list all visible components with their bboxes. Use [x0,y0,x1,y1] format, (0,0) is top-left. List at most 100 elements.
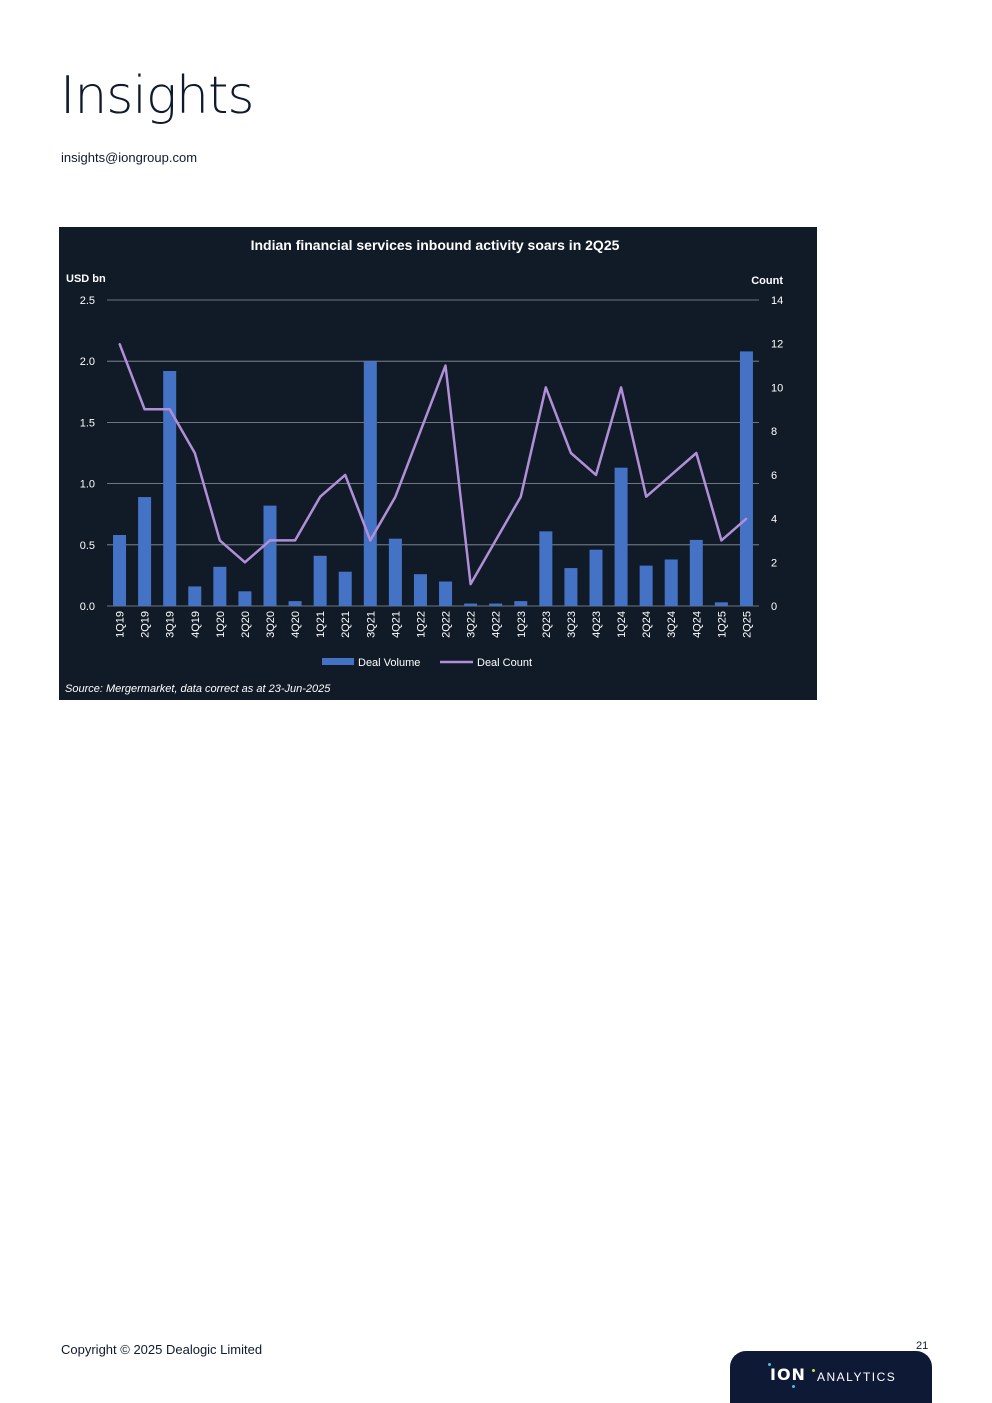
y-tick-label: 2.5 [80,295,95,307]
y-tick-label: 1.5 [80,417,95,429]
x-tick-label: 2Q20 [240,611,252,638]
x-tick-label: 2Q21 [340,611,352,638]
x-tick-label: 3Q21 [365,611,377,638]
bar [589,549,603,606]
logo-dot-icon [792,1385,795,1388]
bar [489,603,503,606]
bar [664,559,678,606]
x-tick-label: 2Q25 [741,611,753,638]
x-tick-label: 2Q22 [441,611,453,638]
x-tick-label: 1Q19 [115,611,127,638]
y-axis-label: USD bn [66,273,106,285]
grid-lines [107,299,759,607]
y2-tick-label: 4 [771,514,777,526]
deal-volume-bars [113,351,753,606]
bar [639,565,653,606]
bar [539,531,553,606]
x-tick-label: 2Q19 [140,611,152,638]
chart-source: Source: Mergermarket, data correct as at… [65,683,331,695]
y-tick-label: 1.0 [80,479,95,491]
chart-svg: Indian financial services inbound activi… [65,237,784,695]
line-point [294,539,296,542]
bar [689,539,703,606]
bar [514,601,528,606]
line-point [143,408,146,411]
legend: Deal Volume Deal Count [322,657,532,669]
x-tick-label: 4Q22 [491,611,503,638]
y2-axis-label: Count [751,275,783,287]
bar [213,566,227,606]
line-point [118,342,121,345]
deal-count-line-group [118,342,748,586]
y-tick-label: 2.0 [80,356,95,368]
x-tick-label: 1Q22 [415,611,427,638]
chart-title: Indian financial services inbound activi… [251,237,620,253]
y2-tick-label: 6 [771,470,777,482]
x-tick-label: 3Q20 [265,611,277,638]
bar [464,603,478,606]
x-tick-label: 1Q20 [215,611,227,638]
y-tick-label: 0.5 [80,540,95,552]
bar [288,601,302,606]
line-point [319,495,321,498]
line-point [394,495,397,498]
line-point [344,474,347,476]
ion-analytics-logo: ION ANALYTICS [730,1351,932,1403]
line-point [494,539,497,542]
logo-dot-icon [768,1363,771,1366]
bar [138,497,152,606]
line-point [695,452,698,454]
bar [439,581,453,606]
x-tick-label: 4Q20 [290,611,302,638]
bar [739,351,753,606]
line-point [244,561,246,564]
x-tick-label: 2Q23 [541,611,553,638]
x-tick-label: 4Q19 [190,611,202,638]
footer-copyright: Copyright © 2025 Dealogic Limited [61,1342,263,1357]
line-point [168,408,171,411]
y2-tick-label: 0 [771,601,777,613]
line-point [645,495,647,498]
y-tick-label: 0.0 [80,601,95,613]
bar [714,602,728,606]
legend-label: Deal Count [477,657,532,669]
logo-dot-icon [812,1369,815,1372]
line-point [419,430,422,432]
line-point [545,386,547,389]
page-title: Insights [60,66,254,126]
line-point [444,364,447,367]
bar [313,555,327,606]
logo-mark: ION [770,1365,806,1384]
line-point [670,474,673,476]
x-tick-label: 4Q23 [591,611,603,638]
x-tick-label: 3Q19 [165,611,177,638]
y2-tick-label: 12 [771,339,783,351]
chart-panel: Indian financial services inbound activi… [59,227,817,700]
x-tick-label: 3Q24 [666,611,678,638]
line-point [469,583,472,585]
x-tick-label: 4Q24 [691,611,703,638]
line-point [745,517,748,520]
bar [263,505,277,606]
bar [163,370,177,606]
x-tick-label: 1Q24 [616,611,628,638]
line-point [193,452,196,454]
line-point [519,495,522,498]
line-point [595,474,597,476]
x-tick-label: 4Q21 [390,611,402,638]
x-tick-label: 1Q21 [315,611,327,638]
bar [413,574,427,606]
y2-tick-label: 14 [771,295,783,307]
y2-tick-label: 10 [771,382,783,394]
bar [564,568,578,606]
logo-text: ANALYTICS [817,1370,897,1384]
axis-ticks: 0.0 0.5 1.0 1.5 2.0 2.5 0 2 4 6 8 10 12 14 1Q19 2Q19 3Q1… [80,295,784,638]
bar [338,571,352,606]
legend-label: Deal Volume [358,657,420,669]
line-point [369,539,372,542]
contact-email[interactable]: insights@iongroup.com [61,150,198,165]
x-tick-label: 1Q23 [516,611,528,638]
page-number: 21 [916,1340,929,1352]
bar [188,586,202,606]
line-point [570,452,572,454]
